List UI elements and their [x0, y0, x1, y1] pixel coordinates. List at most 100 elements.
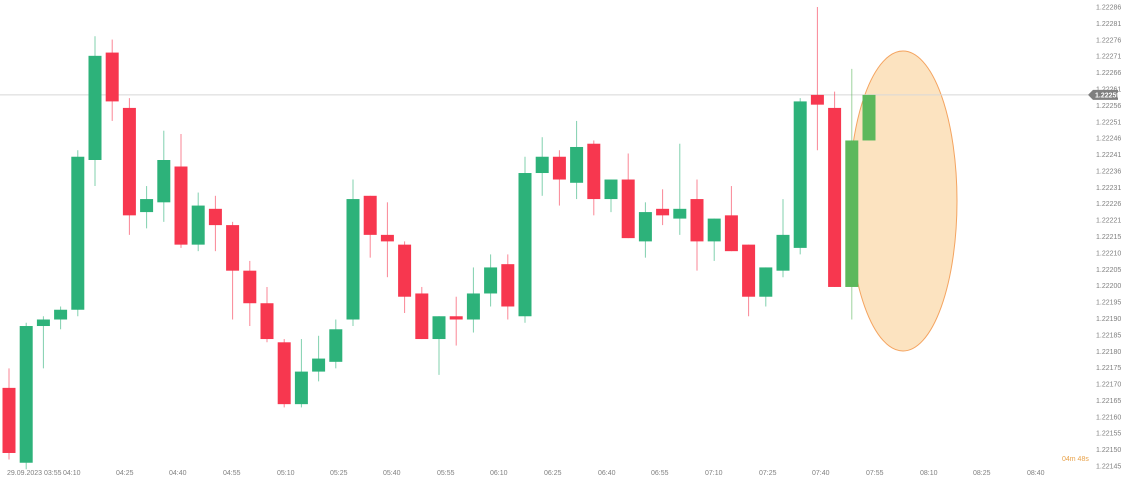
y-tick-label: 1.22200: [1096, 283, 1121, 290]
candle-body: [690, 199, 704, 242]
candle-body: [226, 225, 240, 271]
candle-body: [346, 199, 360, 320]
x-tick-label: 07:40: [812, 470, 830, 477]
y-tick-label: 1.22210: [1096, 250, 1121, 257]
candle-body: [587, 143, 601, 200]
candle-body: [260, 303, 274, 340]
x-axis: 29.09.2023 03:55 04:10 04:25 04:40 04:55 05:1…: [7, 470, 1045, 477]
y-tick-label: 1.22246: [1096, 136, 1121, 143]
y-tick-label: 1.22155: [1096, 431, 1121, 438]
candle-body: [243, 270, 257, 304]
y-tick-label: 1.22205: [1096, 267, 1121, 274]
candles-layer: [2, 7, 876, 470]
x-tick-label: 29.09.2023 03:55: [7, 470, 62, 477]
candle-body: [518, 173, 532, 317]
x-tick-label: 05:55: [437, 470, 455, 477]
y-tick-label: 1.22276: [1096, 37, 1121, 44]
y-tick-label: 1.22251: [1096, 119, 1121, 126]
y-tick-label: 1.22170: [1096, 382, 1121, 389]
candle-body: [36, 319, 50, 327]
candle-body: [140, 199, 154, 213]
candle-body: [742, 244, 756, 297]
candle-body: [54, 309, 68, 320]
y-tick-label: 1.22256: [1096, 103, 1121, 110]
candle-body: [845, 140, 859, 287]
y-tick-label: 1.22160: [1096, 414, 1121, 421]
candle-body: [398, 244, 412, 297]
y-tick-label: 1.22281: [1096, 21, 1121, 28]
candle-body: [638, 212, 652, 242]
candle-body: [501, 264, 515, 307]
candle-body: [415, 293, 429, 340]
x-tick-label: 07:10: [705, 470, 723, 477]
y-tick-label: 1.22221: [1096, 218, 1121, 225]
x-tick-label: 08:10: [920, 470, 938, 477]
candle-body: [759, 267, 773, 297]
x-tick-label: 07:55: [866, 470, 884, 477]
candle-body: [552, 156, 566, 180]
current-price-badge: 1.22259: [1088, 89, 1120, 100]
x-tick-label: 04:10: [63, 470, 81, 477]
x-tick-label: 04:40: [169, 470, 187, 477]
candle-body: [208, 208, 222, 226]
candle-body: [105, 52, 119, 102]
candle-body: [312, 358, 326, 372]
candle-body: [122, 107, 136, 216]
candle-body: [329, 329, 343, 362]
y-tick-label: 1.22271: [1096, 54, 1121, 61]
candle-body: [157, 160, 171, 203]
candle-body: [432, 316, 446, 340]
y-tick-label: 1.22195: [1096, 300, 1121, 307]
candle-body: [776, 234, 790, 271]
candle-body: [724, 215, 738, 252]
y-tick-label: 1.22145: [1096, 464, 1121, 471]
candle-body: [2, 387, 16, 453]
candle-body: [294, 371, 308, 405]
candle-body: [707, 218, 721, 242]
candle-body: [656, 208, 670, 216]
candle-body: [535, 156, 549, 174]
y-tick-label: 1.22241: [1096, 152, 1121, 159]
y-tick-label: 1.22231: [1096, 185, 1121, 192]
y-tick-label: 1.22226: [1096, 201, 1121, 208]
candle-body: [191, 205, 205, 245]
candle-body: [174, 166, 188, 245]
x-tick-label: 07:25: [759, 470, 777, 477]
y-tick-label: 1.22190: [1096, 316, 1121, 323]
y-axis: 1.22286 1.22281 1.22276 1.22271 1.22266 1.222…: [1096, 5, 1121, 471]
price-badge-bg: [1088, 89, 1118, 100]
candle-body: [380, 234, 394, 242]
candle-body: [277, 342, 291, 405]
candle-body: [466, 293, 480, 320]
candle-body: [673, 208, 687, 219]
candle-body: [484, 267, 498, 294]
price-badge-label: 1.22259: [1095, 92, 1120, 99]
candle-body: [793, 101, 807, 248]
x-tick-label: 04:25: [116, 470, 134, 477]
x-tick-label: 05:25: [330, 470, 348, 477]
x-tick-label: 06:25: [544, 470, 562, 477]
candle-body: [88, 55, 102, 160]
y-tick-label: 1.22215: [1096, 234, 1121, 241]
candle-body: [449, 316, 463, 320]
y-tick-label: 1.22236: [1096, 168, 1121, 175]
candle-body: [19, 326, 33, 463]
candle-body: [604, 179, 618, 200]
x-tick-label: 06:40: [598, 470, 616, 477]
candle-body: [363, 195, 377, 235]
countdown-timer: 04m 48s: [1062, 456, 1089, 463]
y-tick-label: 1.22286: [1096, 5, 1121, 12]
y-tick-label: 1.22165: [1096, 398, 1121, 405]
x-tick-label: 06:10: [490, 470, 508, 477]
candle-body: [621, 179, 635, 239]
y-tick-label: 1.22266: [1096, 70, 1121, 77]
y-tick-label: 1.22185: [1096, 332, 1121, 339]
x-tick-label: 06:55: [651, 470, 669, 477]
x-tick-label: 08:25: [973, 470, 991, 477]
x-tick-label: 08:40: [1027, 470, 1045, 477]
candle-body: [570, 146, 584, 183]
y-tick-label: 1.22175: [1096, 365, 1121, 372]
y-tick-label: 1.22180: [1096, 349, 1121, 356]
